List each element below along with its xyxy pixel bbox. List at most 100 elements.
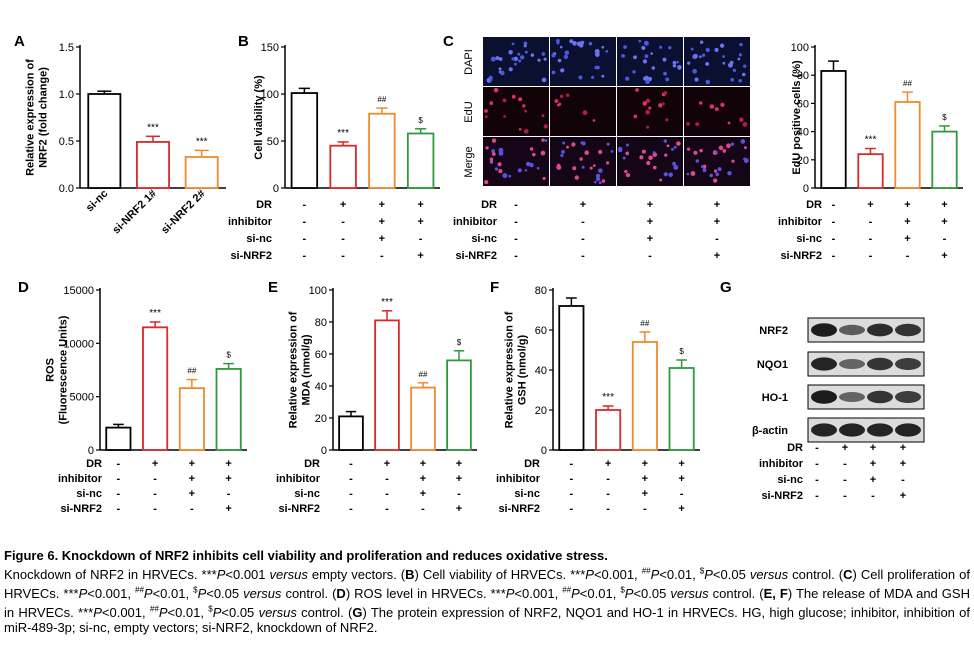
cell-nucleus (580, 41, 585, 45)
treatment-row-label: DR (524, 458, 540, 470)
caption-part: P (143, 585, 153, 601)
treatment-sign: - (606, 503, 610, 515)
cell-nucleus (490, 159, 493, 163)
cell-nucleus (490, 56, 496, 62)
treatment-row-label: si-NRF2 (761, 490, 803, 502)
cell-nucleus (592, 119, 596, 122)
treatment-sign: + (379, 216, 385, 228)
treatment-sign: - (680, 488, 684, 500)
cell-nucleus (594, 180, 597, 184)
bar (136, 141, 170, 189)
treatment-sign: + (870, 442, 876, 454)
cell-nucleus (665, 118, 669, 122)
caption-part: P (505, 585, 515, 601)
treatment-sign: - (943, 233, 947, 245)
cell-nucleus (524, 50, 528, 54)
treatment-sign: + (900, 490, 906, 502)
treatment-sign: - (869, 233, 873, 245)
protein-band (839, 423, 865, 437)
caption-part: P (624, 585, 634, 601)
y-axis-label: Relative expression of (25, 59, 37, 176)
treatment-sign: + (941, 199, 947, 211)
caption-part: P (571, 585, 580, 601)
treatment-sign: - (606, 488, 610, 500)
treatment-sign: - (514, 216, 518, 228)
cell-nucleus (659, 178, 663, 182)
cell-nucleus (714, 107, 719, 112)
cell-nucleus (489, 101, 494, 105)
panel-b: B 0 50 100 150 Cell viability (%) *** ## $ DR - + + +… (228, 33, 440, 262)
cell-nucleus (687, 61, 691, 65)
significance-marker: ## (419, 370, 428, 379)
cell-nucleus (641, 149, 646, 154)
caption-part: <0.001, (101, 604, 150, 620)
x-category-label: si-NRF2 2# (159, 188, 208, 237)
cell-nucleus (641, 45, 646, 50)
cell-nucleus (642, 59, 648, 64)
cell-nucleus (713, 178, 718, 183)
treatment-row-label: si-NRF2 (498, 503, 540, 515)
cell-nucleus (668, 172, 673, 178)
cell-nucleus (592, 164, 596, 167)
cell-nucleus (717, 167, 722, 172)
significance-marker: $ (418, 116, 423, 125)
cell-nucleus (561, 149, 565, 154)
cell-nucleus (672, 60, 677, 65)
cell-nucleus (715, 172, 720, 177)
treatment-row-label: si-nc (796, 233, 822, 245)
cell-nucleus (541, 77, 547, 83)
blot-label: NRF2 (759, 325, 788, 337)
treatment-sign: - (643, 503, 647, 515)
cell-nucleus (605, 161, 610, 165)
caption-part: G (352, 604, 363, 620)
cell-nucleus (525, 161, 531, 167)
cell-nucleus (662, 102, 665, 106)
caption-part: <0.05 (206, 585, 244, 601)
treatment-row-label: si-NRF2 (230, 250, 272, 262)
cell-nucleus (571, 142, 576, 147)
cell-nucleus (497, 162, 502, 167)
cell-nucleus (702, 168, 707, 173)
cell-nucleus (719, 43, 725, 48)
bar (446, 359, 472, 451)
cell-nucleus (639, 155, 644, 160)
protein-band (811, 390, 837, 404)
cell-nucleus (739, 117, 744, 123)
cell-nucleus (701, 53, 706, 57)
cell-nucleus (564, 50, 570, 55)
caption-part: $ (208, 604, 213, 614)
bar (631, 341, 658, 451)
cell-nucleus (632, 70, 636, 74)
cell-nucleus (665, 77, 670, 82)
cell-nucleus (677, 66, 681, 70)
treatment-row-label: inhibitor (228, 216, 273, 228)
cell-nucleus (556, 41, 560, 45)
bar (558, 305, 585, 451)
treatment-row-label: inhibitor (58, 473, 103, 485)
caption-part: C (843, 566, 853, 582)
caption-part: <0.05 (633, 585, 671, 601)
treatment-sign: - (901, 474, 905, 486)
caption-part: P (197, 585, 207, 601)
blot-label: β-actin (752, 425, 788, 437)
treatment-row-label: inhibitor (778, 216, 823, 228)
caption-part: P (212, 604, 222, 620)
significance-marker: *** (865, 135, 877, 146)
cell-nucleus (484, 109, 488, 113)
protein-band (811, 323, 837, 337)
treatment-sign: - (869, 216, 873, 228)
cell-nucleus (737, 57, 741, 61)
treatment-sign: - (303, 199, 307, 211)
cell-nucleus (541, 114, 545, 118)
cell-nucleus (646, 125, 650, 129)
caption-part: P (93, 604, 102, 620)
protein-band (867, 423, 893, 437)
treatment-row-label: inhibitor (276, 473, 321, 485)
y-axis-label: NRF2 (fold change) (38, 67, 50, 168)
bar (374, 319, 400, 451)
y-tick-label: 80 (315, 317, 327, 329)
cell-nucleus (598, 149, 603, 155)
cell-nucleus (743, 158, 749, 164)
cell-nucleus (491, 152, 496, 156)
